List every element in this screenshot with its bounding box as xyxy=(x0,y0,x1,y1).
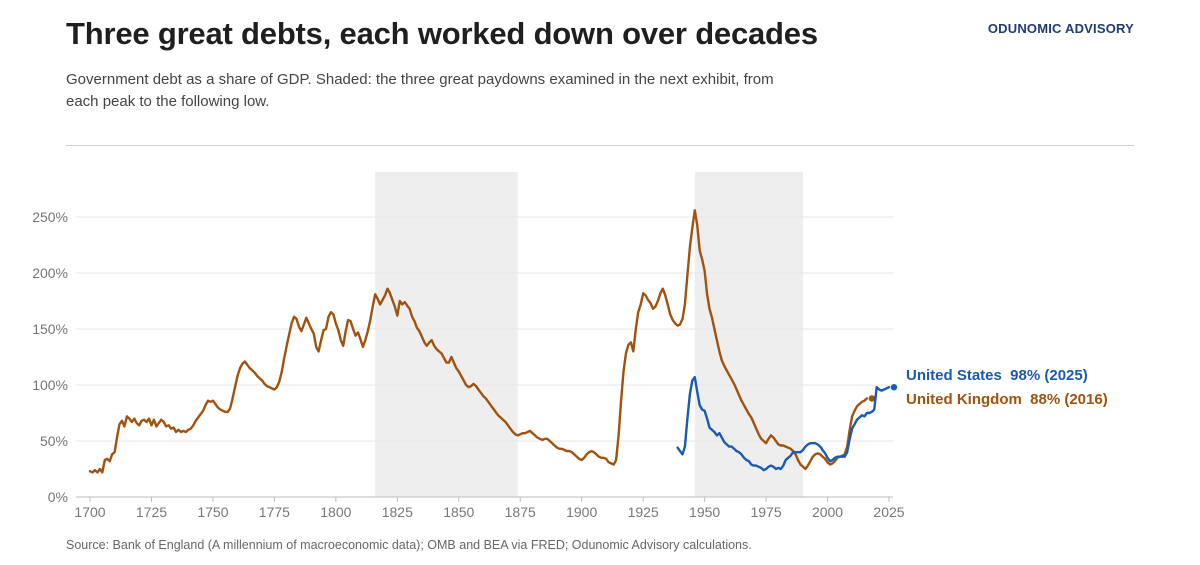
y-tick-label: 150% xyxy=(32,321,68,337)
x-tick-label: 1850 xyxy=(443,504,474,520)
series-line-united-kingdom xyxy=(88,209,869,474)
y-tick-label: 0% xyxy=(48,489,68,505)
shaded-periods xyxy=(375,172,803,497)
gridlines xyxy=(76,216,893,498)
shaded-period-2 xyxy=(694,172,803,497)
x-tick-label: 1925 xyxy=(628,504,659,520)
series-label-united-states: United States 98% (2025) xyxy=(906,367,1088,384)
chart-title: Three great debts, each worked down over… xyxy=(66,16,818,51)
y-tick-label: 100% xyxy=(32,377,68,393)
shaded-period-1 xyxy=(375,172,518,497)
y-tick-label: 250% xyxy=(32,209,68,225)
y-axis: 0% 50% 100% 150% 200% 250% xyxy=(32,209,68,505)
x-tick-label: 1800 xyxy=(320,504,351,520)
series-labels: United Kingdom 88% (2016) United States 9… xyxy=(906,367,1108,408)
chart-subtitle: Government debt as a share of GDP. Shade… xyxy=(66,71,774,110)
x-tick-label: 1900 xyxy=(566,504,597,520)
x-tick-label: 1750 xyxy=(197,504,228,520)
x-axis: 1700 1725 1750 1775 1800 1825 1850 1875 1900 1925… xyxy=(74,497,905,520)
series-label-united-kingdom: United Kingdom 88% (2016) xyxy=(906,391,1108,408)
x-tick-label: 1875 xyxy=(505,504,536,520)
x-tick-label: 2000 xyxy=(812,504,843,520)
x-tick-label: 1825 xyxy=(382,504,413,520)
x-tick-label: 1975 xyxy=(750,504,781,520)
end-point-united-kingdom xyxy=(868,395,876,402)
x-tick-label: 1950 xyxy=(689,504,720,520)
y-tick-label: 200% xyxy=(32,265,68,281)
brand-label: ODUNOMIC ADVISORY xyxy=(987,21,1134,36)
series-line-united-states xyxy=(676,376,891,472)
x-tick-label: 1725 xyxy=(136,504,167,520)
series-lines xyxy=(88,209,898,474)
source-note: Source: Bank of England (A millennium of… xyxy=(66,538,752,552)
y-tick-label: 50% xyxy=(40,433,68,449)
x-tick-label: 2025 xyxy=(873,504,904,520)
x-tick-label: 1700 xyxy=(74,504,105,520)
header-divider xyxy=(66,145,1134,146)
x-tick-label: 1775 xyxy=(259,504,290,520)
end-point-united-states xyxy=(890,384,898,391)
